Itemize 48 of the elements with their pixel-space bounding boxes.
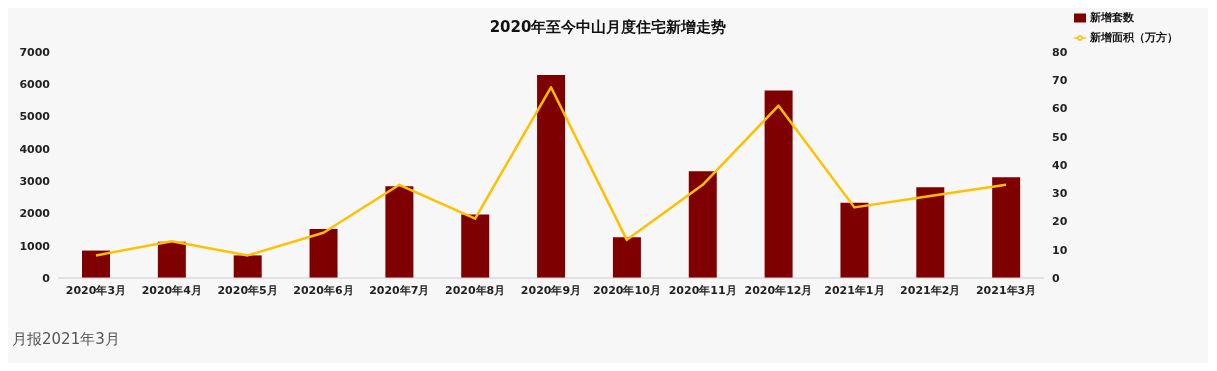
y2-tick-label: 30 [1052,187,1068,201]
y-tick-label: 3000 [19,175,51,189]
y-tick-label: 2000 [19,207,51,221]
legend-label: 新增面积（万方） [1090,31,1178,44]
bar [157,241,186,278]
bar [840,202,869,278]
y-tick-label: 5000 [19,110,51,124]
bar [688,171,717,278]
y2-tick-label: 70 [1052,74,1068,88]
chart-title: 2020年至今中山月度住宅新增走势 [489,18,727,36]
x-tick-label: 2021年1月 [824,283,885,297]
y-tick-label: 4000 [19,142,51,156]
y2-tick-label: 20 [1052,215,1068,229]
x-tick-label: 2020年8月 [445,283,506,297]
x-tick-label: 2020年9月 [520,283,582,297]
x-tick-label: 2020年3月 [65,283,127,297]
x-tick-label: 2020年11月 [668,283,737,297]
x-tick-label: 2020年10月 [592,283,661,297]
y-tick-label: 0 [42,271,51,285]
x-tick-label: 2020年7月 [369,283,430,297]
x-tick-label: 2020年4月 [141,283,202,297]
y-tick-label: 1000 [19,239,51,253]
bar [992,177,1021,278]
bar [385,186,414,278]
y2-tick-label: 40 [1052,158,1068,172]
text: 月报2021年3月 [12,330,120,349]
line-series [94,86,1008,257]
bar [537,74,566,278]
legend-label: 新增套数 [1090,11,1134,24]
x-tick-label: 2021年3月 [975,283,1037,297]
y2-tick-label: 80 [1052,45,1068,59]
y-tick-label: 7000 [19,45,51,59]
y2-tick-label: 50 [1052,130,1068,144]
bar [764,90,793,278]
bar [916,187,945,278]
bar [309,228,338,278]
bar [461,214,490,278]
x-tick-label: 2021年2月 [900,283,961,297]
x-tick-label: 2020年12月 [744,283,813,297]
y2-tick-label: 10 [1052,243,1068,257]
x-tick-label: 2020年6月 [293,283,354,297]
bar [612,237,641,278]
bar [82,250,110,278]
y2-tick-label: 0 [1052,271,1060,285]
bar [233,255,262,278]
x-tick-label: 2020年5月 [217,283,278,297]
y2-tick-label: 60 [1052,102,1068,116]
y-tick-label: 6000 [19,78,51,92]
